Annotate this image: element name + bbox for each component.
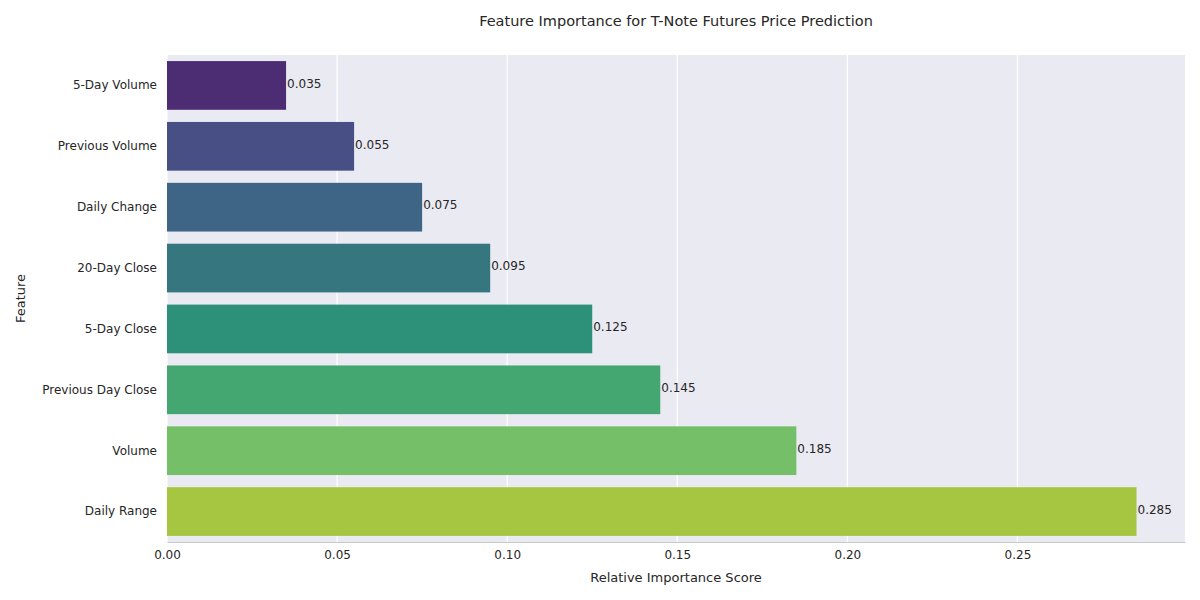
data-labels: 0.035 0.055 0.075 0.095 0.125 0.145 0.185 0.285 [287,77,1172,517]
x-tick-label: 0.15 [664,548,691,562]
x-tick-label: 0.25 [1005,548,1032,562]
y-axis-title: Feature [13,274,28,323]
y-tick: Previous Day Close [42,383,167,397]
y-tick: Volume [112,444,167,458]
y-tick: Daily Change [77,200,167,214]
y-tick-label: 5-Day Volume [73,78,157,92]
x-tick: 0.20 [835,542,862,562]
x-tick: 0.10 [494,542,521,562]
bar [167,365,660,414]
data-label: 0.145 [661,381,695,395]
x-tick-label: 0.20 [835,548,862,562]
y-tick-label: 5-Day Close [85,322,157,336]
y-axis: 5-Day Volume Previous Volume Daily Change 2… [42,56,167,543]
x-axis-line [168,542,1186,543]
y-tick: Previous Volume [58,139,167,153]
bar [167,122,354,171]
y-tick: 5-Day Close [85,322,167,336]
x-axis: 0.00 0.05 0.10 0.15 0.20 0.25 [154,542,1185,562]
grid-line [1017,55,1018,542]
y-tick-label: Previous Volume [58,139,157,153]
data-label: 0.075 [423,198,457,212]
grid [167,55,1017,542]
data-label: 0.055 [355,138,389,152]
y-tick-label: Previous Day Close [42,383,157,397]
chart-container: 0.035 0.055 0.075 0.095 0.125 0.145 0.185 0.285… [0,0,1200,600]
bar [167,61,286,110]
y-tick: 5-Day Volume [73,78,167,92]
data-label: 0.095 [491,259,525,273]
chart-title: Feature Importance for T-Note Futures Pr… [479,13,873,29]
data-label: 0.185 [797,442,831,456]
y-axis-line [167,56,168,543]
data-label: 0.285 [1138,503,1172,517]
y-tick-label: Volume [112,444,157,458]
bar [167,487,1137,536]
grid-line [847,55,848,542]
x-tick-label: 0.00 [154,548,181,562]
chart-svg: 0.035 0.055 0.075 0.095 0.125 0.145 0.185 0.285… [0,0,1200,600]
y-tick-label: 20-Day Close [77,261,157,275]
x-axis-title: Relative Importance Score [590,570,762,585]
x-tick: 0.00 [154,542,181,562]
data-label: 0.125 [593,320,627,334]
plot-area: 0.035 0.055 0.075 0.095 0.125 0.145 0.185 0.285… [42,55,1185,562]
y-tick: Daily Range [85,504,167,518]
data-label: 0.035 [287,77,321,91]
x-tick-label: 0.10 [494,548,521,562]
bar [167,305,592,354]
bars [167,61,1137,536]
bar [167,183,422,232]
bar [167,244,490,293]
x-tick: 0.15 [664,542,691,562]
x-tick: 0.05 [324,542,351,562]
x-tick: 0.25 [1005,542,1032,562]
plot-background [167,55,1185,542]
y-tick-label: Daily Change [77,200,157,214]
y-tick: 20-Day Close [77,261,167,275]
x-tick-label: 0.05 [324,548,351,562]
y-tick-label: Daily Range [85,504,157,518]
bar [167,426,796,475]
